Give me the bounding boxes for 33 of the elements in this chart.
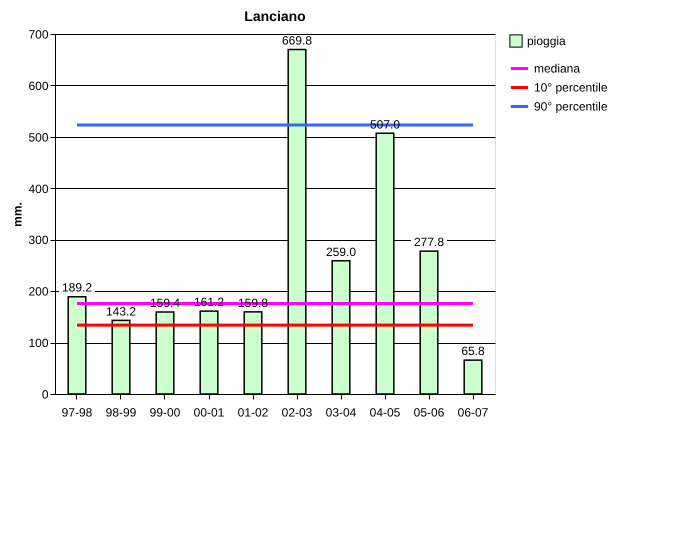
y-tick-label: 100 [28,336,49,350]
y-axis-title: mm. [10,202,24,227]
y-tick-label: 300 [28,233,49,248]
x-tick-label: 99-00 [150,406,181,420]
x-tick-label: 02-03 [282,406,313,420]
x-tick-label: 01-02 [238,406,269,420]
y-tick-label: 200 [28,284,49,299]
data-label: 189.2 [62,280,92,295]
x-tick-label: 98-99 [106,406,137,420]
x-tick-label: 03-04 [326,406,357,420]
y-tick-label: 700 [28,28,49,42]
legend-label: pioggia [527,34,566,48]
legend-label: 10° percentile [534,80,608,94]
data-label: 669.8 [282,34,312,48]
y-tick-label: 400 [28,182,49,196]
data-label: 143.2 [106,304,136,318]
legend-label: mediana [534,62,580,76]
data-label: 65.8 [461,344,485,358]
y-tick-label: 500 [28,130,49,144]
x-tick-label: 04-05 [370,406,401,420]
data-label: 159.4 [150,296,180,310]
data-label: 259.0 [326,244,356,259]
chart-title: Lanciano [244,8,306,24]
legend-label: 90° percentile [534,100,608,114]
x-tick-label: 97-98 [62,406,93,420]
y-tick-label: 0 [42,388,49,402]
y-tick-label: 600 [28,78,49,93]
data-label: 277.8 [414,235,444,250]
data-label: 507.0 [370,117,400,132]
x-tick-label: 06-07 [458,406,489,420]
data-label: 161.2 [194,295,224,310]
x-tick-label: 05-06 [414,406,445,420]
x-tick-label: 00-01 [194,406,225,420]
